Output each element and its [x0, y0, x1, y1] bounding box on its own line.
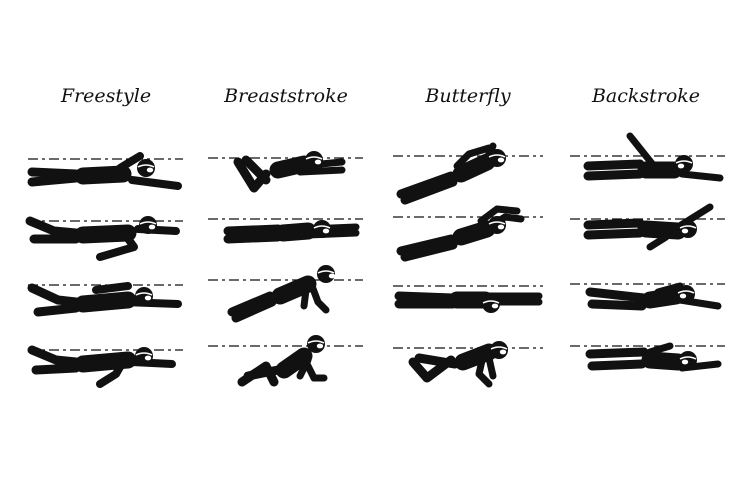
breaststroke-swimmer-icon	[208, 265, 363, 323]
butterfly-swimmer-icon	[393, 142, 543, 205]
title-backstroke: Backstroke	[591, 85, 700, 107]
breaststroke-swimmer-icon	[208, 335, 363, 387]
title-breaststroke: Breaststroke	[223, 85, 348, 107]
title-butterfly: Butterfly	[424, 85, 510, 107]
butterfly-swimmer-icon	[393, 285, 543, 313]
freestyle-swimmer-icon	[25, 216, 183, 261]
title-freestyle: Freestyle	[60, 85, 151, 107]
butterfly-swimmer-icon	[393, 205, 543, 262]
breaststroke-swimmer-icon	[208, 218, 363, 244]
backstroke-swimmer-icon	[570, 203, 725, 251]
freestyle-swimmer-icon	[27, 345, 183, 388]
freestyle-swimmer-icon	[27, 282, 183, 317]
freestyle-swimmer-icon	[27, 152, 183, 190]
butterfly-swimmer-icon	[393, 341, 543, 388]
breaststroke-swimmer-icon	[208, 151, 363, 193]
backstroke-swimmer-icon	[570, 132, 725, 182]
swimmer-figures	[25, 132, 725, 388]
backstroke-swimmer-icon	[570, 342, 725, 372]
backstroke-swimmer-icon	[570, 282, 725, 311]
